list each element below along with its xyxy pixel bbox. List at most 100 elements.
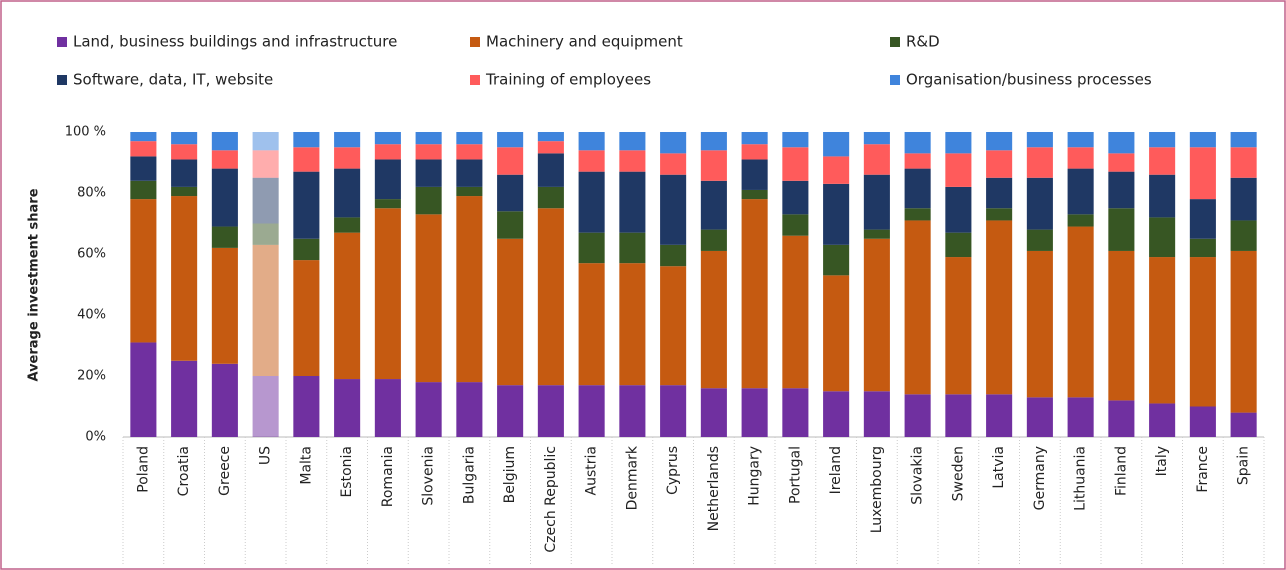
bar-segment (660, 174, 687, 245)
bar-segment (1230, 177, 1257, 221)
bar-segment (456, 186, 483, 197)
x-tick-label: Belgium (502, 446, 518, 503)
bar-segment (1230, 132, 1257, 148)
bar-segment (334, 168, 361, 218)
x-tick-label: Romania (380, 446, 396, 507)
y-tick-label: 0% (85, 430, 106, 445)
bar-segment (1067, 168, 1094, 215)
bar-segment (863, 144, 890, 175)
legend-swatch (57, 37, 67, 47)
x-tick-label: Spain (1236, 446, 1252, 485)
bar-segment (863, 132, 890, 145)
bar-segment (1230, 147, 1257, 178)
bar-segment (171, 159, 198, 187)
bar-segment (130, 342, 157, 437)
bar-segment (415, 132, 442, 145)
bar-segment (578, 132, 605, 151)
bar-segment (741, 199, 768, 389)
bar-segment (130, 180, 157, 200)
bar-segment (741, 144, 768, 160)
bar-segment (1067, 397, 1094, 437)
bar-segment (1026, 229, 1053, 251)
bar-segment (619, 132, 646, 151)
y-tick-label: 40% (77, 308, 106, 323)
legend-label: Software, data, IT, website (73, 71, 273, 89)
bar-segment (741, 388, 768, 437)
y-tick-label: 100 % (65, 125, 106, 140)
y-tick-label: 20% (77, 369, 106, 384)
bar-segment (130, 156, 157, 181)
x-tick-label: Cyprus (665, 446, 681, 495)
bar-segment (130, 199, 157, 343)
bar-segment (334, 147, 361, 169)
bar-segment (211, 168, 238, 227)
bar-segment (986, 394, 1013, 437)
bar-segment (986, 132, 1013, 151)
bar-segment (578, 150, 605, 172)
legend-swatch (57, 75, 67, 85)
bar-segment (986, 177, 1013, 209)
bar-segment (741, 132, 768, 145)
bar-segment (1108, 171, 1135, 209)
bar-segment (1067, 132, 1094, 148)
x-tick-label: Slovenia (421, 446, 437, 506)
bar-segment (1067, 214, 1094, 227)
x-tick-label: Greece (217, 446, 233, 496)
bar-segment (293, 147, 320, 172)
bar-segment (211, 132, 238, 151)
bar-segment (619, 263, 646, 386)
bar-segment (211, 247, 238, 364)
bar-segment (578, 263, 605, 386)
bar-segment (171, 144, 198, 160)
bar-segment (252, 376, 279, 437)
bar-segment (334, 217, 361, 233)
legend-label: Organisation/business processes (906, 71, 1152, 89)
bar-segment (497, 147, 524, 175)
legend-label: Training of employees (485, 71, 651, 89)
bar-segment (863, 238, 890, 392)
y-tick-label: 80% (77, 186, 106, 201)
bar-segment (456, 132, 483, 145)
bar-segment (130, 141, 157, 157)
bar-segment (904, 208, 931, 221)
bar-segment (537, 385, 564, 437)
bar-segment (171, 196, 198, 361)
x-tick-label: Luxembourg (869, 446, 885, 533)
x-tick-label: Estonia (339, 446, 355, 498)
bar-segment (782, 214, 809, 236)
bar-segment (782, 147, 809, 181)
bar-segment (537, 153, 564, 187)
legend-swatch (470, 37, 480, 47)
x-tick-label: Portugal (787, 446, 803, 504)
bar-segment (782, 235, 809, 389)
legend: Land, business buildings and infrastruct… (57, 33, 1152, 89)
x-tick-label: Croatia (176, 446, 192, 496)
bar-segment (1230, 412, 1257, 437)
bar-segment (252, 177, 279, 224)
bar-segment (1149, 257, 1176, 404)
bar-segment (1026, 132, 1053, 148)
x-tick-label: Ireland (828, 446, 844, 494)
bar-segment (497, 174, 524, 212)
bar-segment (415, 186, 442, 215)
bar-segment (782, 388, 809, 437)
x-tick-label: Finland (1113, 446, 1129, 496)
bar-segment (945, 153, 972, 187)
x-tick-label: Czech Republic (543, 446, 559, 553)
x-tick-label: Poland (135, 446, 151, 493)
bar-segment (497, 238, 524, 386)
bar-segment (945, 132, 972, 154)
x-tick-label: Denmark (624, 445, 640, 510)
bar-segment (293, 132, 320, 148)
x-tick-label: France (1195, 446, 1211, 493)
bar-segment (537, 186, 564, 209)
bar-segment (904, 220, 931, 395)
bar-segment (374, 132, 401, 145)
bar-segment (823, 183, 850, 245)
bar-segment (904, 394, 931, 437)
bar-segment (456, 382, 483, 437)
bar-segment (945, 232, 972, 258)
bar-segment (293, 238, 320, 261)
legend-swatch (890, 75, 900, 85)
bar-segment (660, 266, 687, 386)
